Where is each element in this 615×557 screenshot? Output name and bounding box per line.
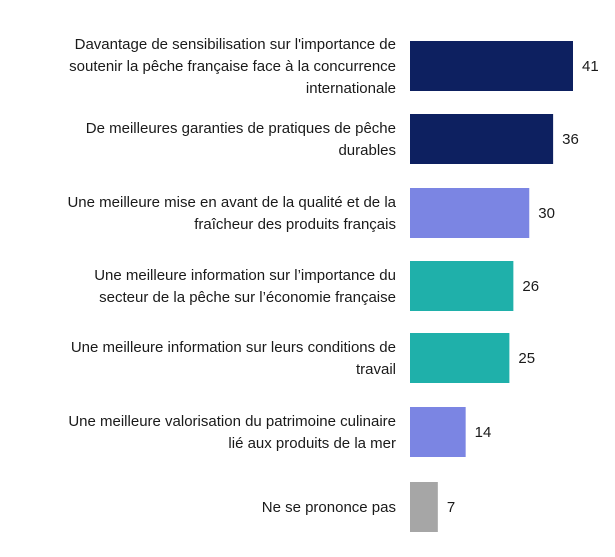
bar-6 <box>410 407 466 457</box>
value-label-6: 14 <box>475 424 492 441</box>
value-label-3: 30 <box>538 205 555 222</box>
category-label-2: De meilleures garanties de pratiques de … <box>86 120 396 159</box>
category-label-7: Ne se prononce pas <box>262 499 396 516</box>
bar-5 <box>410 333 510 383</box>
bar-4 <box>410 261 514 311</box>
value-labels-layer: 41 36 30 26 25 14 7 <box>447 58 599 516</box>
value-label-5: 25 <box>518 350 535 367</box>
category-label-line: travail <box>356 361 396 378</box>
value-label-2: 36 <box>562 131 579 148</box>
bar-7 <box>410 482 438 532</box>
category-label-line: secteur de la pêche sur l’économie franç… <box>99 289 396 306</box>
category-label-line: Une meilleure information sur l’importan… <box>94 267 396 284</box>
category-label-line: Ne se prononce pas <box>262 499 396 516</box>
category-label-6: Une meilleure valorisation du patrimoine… <box>68 413 396 452</box>
category-label-line: Davantage de sensibilisation sur l'impor… <box>75 36 396 53</box>
bar-1 <box>410 41 573 91</box>
category-labels-layer: Davantage de sensibilisation sur l'impor… <box>67 36 396 516</box>
category-label-line: fraîcheur des produits français <box>194 216 396 233</box>
value-label-1: 41 <box>582 58 599 75</box>
category-label-4: Une meilleure information sur l’importan… <box>94 267 396 306</box>
category-label-line: internationale <box>306 80 396 97</box>
bar-2 <box>410 114 554 164</box>
category-label-line: durables <box>338 142 396 159</box>
category-label-line: lié aux produits de la mer <box>228 435 396 452</box>
category-label-1: Davantage de sensibilisation sur l'impor… <box>69 36 396 97</box>
category-label-3: Une meilleure mise en avant de la qualit… <box>67 194 396 233</box>
category-label-5: Une meilleure information sur leurs cond… <box>71 339 396 378</box>
category-label-line: soutenir la pêche française face à la co… <box>69 58 396 75</box>
value-label-7: 7 <box>447 499 455 516</box>
value-label-4: 26 <box>522 278 539 295</box>
bars-layer <box>410 41 573 532</box>
category-label-line: Une meilleure information sur leurs cond… <box>71 339 396 356</box>
bar-3 <box>410 188 530 238</box>
category-label-line: De meilleures garanties de pratiques de … <box>86 120 396 137</box>
category-label-line: Une meilleure mise en avant de la qualit… <box>67 194 396 211</box>
category-label-line: Une meilleure valorisation du patrimoine… <box>68 413 396 430</box>
